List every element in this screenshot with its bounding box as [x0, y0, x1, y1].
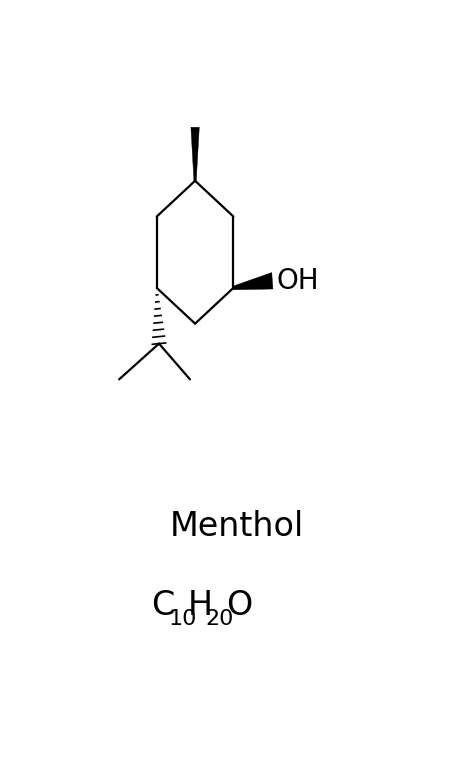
Text: 20: 20 — [206, 609, 234, 629]
Text: C: C — [151, 589, 174, 622]
Text: H: H — [188, 589, 213, 622]
Text: OH: OH — [276, 267, 319, 295]
Polygon shape — [233, 273, 273, 290]
Text: Menthol: Menthol — [170, 510, 304, 543]
Text: O: O — [226, 589, 253, 622]
Text: 10: 10 — [169, 609, 197, 629]
Polygon shape — [191, 127, 199, 181]
